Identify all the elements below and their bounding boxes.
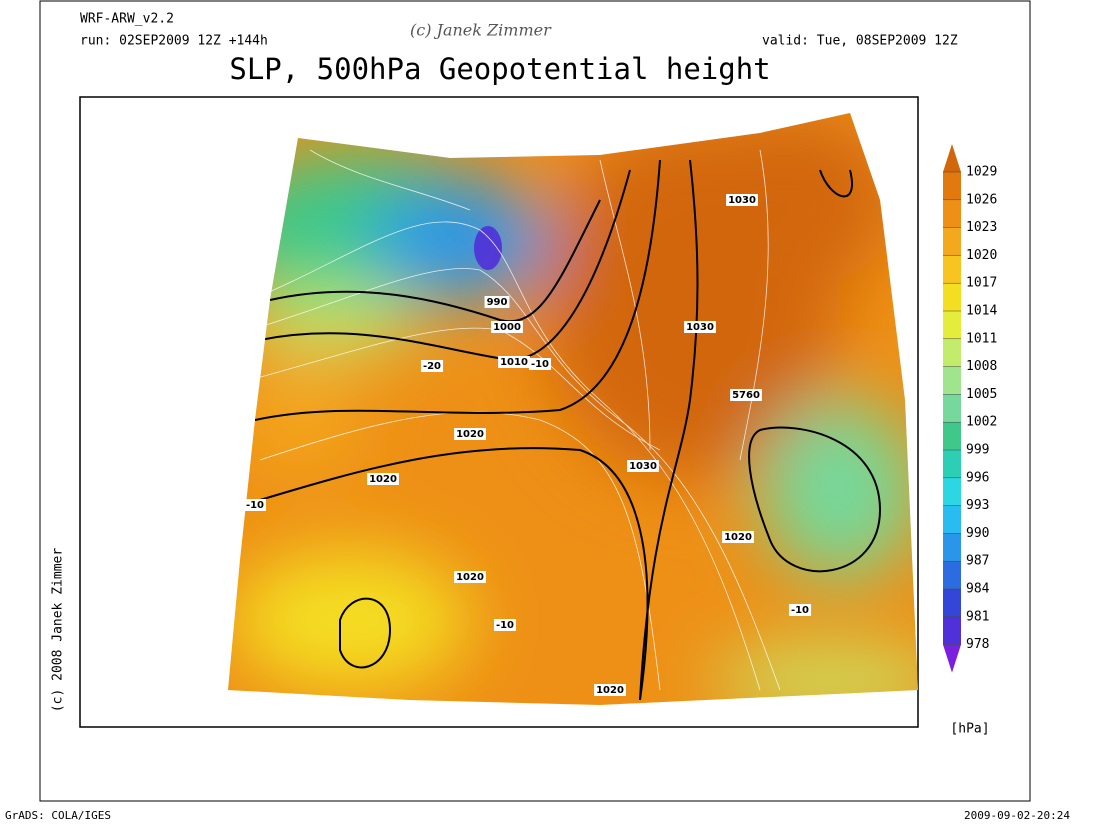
colorbar-label: 1023: [966, 220, 997, 235]
contour-label-bg: [594, 684, 626, 696]
contour-label-bg: [726, 194, 758, 206]
colorbar-swatch: [943, 283, 961, 311]
colorbar-label: 978: [966, 637, 989, 652]
colorbar-swatch: [943, 311, 961, 339]
contour-label-bg: [730, 389, 762, 401]
colorbar-label: 1002: [966, 415, 997, 430]
map-field: [228, 113, 918, 705]
contour-label-bg: [484, 296, 510, 308]
contour-label-bg: [722, 531, 754, 543]
model-label: WRF-ARW_v2.2: [80, 12, 174, 27]
contour-label: -10: [791, 605, 809, 616]
side-credit: (c) 2008 Janek Zimmer: [51, 548, 66, 713]
footer-right: 2009-09-02-20:24: [964, 809, 1070, 822]
colorbar-label: 1008: [966, 359, 997, 374]
colorbar-unit: [hPa]: [950, 722, 989, 737]
colorbar-label: 987: [966, 554, 989, 569]
colorbar-swatch: [943, 394, 961, 423]
contour-label-bg: [454, 571, 486, 583]
contour-label: -10: [496, 620, 514, 631]
contour-label: 1020: [369, 474, 397, 485]
contour-label: 5760: [732, 390, 760, 401]
colorbar-label: 1029: [966, 165, 997, 180]
colorbar-swatch: [943, 366, 961, 395]
page-frame: [39, 0, 1031, 802]
colorbar-label: 993: [966, 498, 989, 513]
contour-label-bg: [367, 473, 399, 485]
colorbar-arrow: [943, 644, 961, 673]
colorbar-swatch: [943, 589, 961, 617]
colorbar-label: 999: [966, 443, 989, 458]
colorbar-label: 1017: [966, 276, 997, 291]
colorbar-label: 1005: [966, 387, 997, 402]
colorbar-label: 996: [966, 470, 989, 485]
contour-label: 1000: [493, 322, 521, 333]
contour-label-bg: [684, 321, 716, 333]
colorbar-swatch: [943, 477, 961, 506]
colorbar-swatch: [943, 616, 961, 645]
colorbar-label: 1026: [966, 192, 997, 207]
colorbar-swatch: [943, 505, 961, 534]
run-label: run: 02SEP2009 12Z +144h: [80, 34, 268, 49]
contour-label: 1030: [686, 322, 714, 333]
contour-label: 990: [487, 297, 508, 308]
contour-label: 1030: [629, 461, 657, 472]
contour-label: -10: [246, 500, 264, 511]
colorbar-swatch: [943, 227, 961, 256]
contour-label: 1020: [456, 429, 484, 440]
colorbar-swatch: [943, 533, 961, 562]
contour-label-bg: [493, 619, 517, 631]
contour-label-bg: [491, 321, 523, 333]
contour-label: 1010: [500, 357, 528, 368]
contour-label: 1020: [596, 685, 624, 696]
colorbar-label: 1014: [966, 304, 997, 319]
field-shading: [228, 113, 918, 705]
low-center: [474, 226, 502, 270]
colorbar-swatch: [943, 172, 961, 200]
contour-label: 1020: [724, 532, 752, 543]
contour-label-bg: [788, 604, 812, 616]
colorbar-swatch: [943, 199, 961, 228]
colorbar-label: 1011: [966, 331, 997, 346]
contour-label-bg: [528, 358, 552, 370]
colorbar-swatch: [943, 422, 961, 450]
contour-label-bg: [420, 360, 444, 372]
contour-label: -20: [423, 361, 441, 372]
colorbar: 1029 1026 1023 1020 1017 1014 1011 1008 1005 1002…: [943, 144, 997, 673]
colorbar-swatch: [943, 561, 961, 589]
colorbar-label: 981: [966, 609, 989, 624]
contour-label: -10: [531, 359, 549, 370]
colorbar-label: 1020: [966, 248, 997, 263]
colorbar-swatch: [943, 450, 961, 478]
contour-label: 1030: [728, 195, 756, 206]
valid-label: valid: Tue, 08SEP2009 12Z: [762, 34, 958, 49]
colorbar-label: 990: [966, 526, 989, 541]
footer-left: GrADS: COLA/IGES: [5, 809, 111, 822]
contour-label-bg: [243, 499, 267, 511]
contour-label-bg: [454, 428, 486, 440]
contour-label-bg: [498, 356, 530, 368]
colorbar-swatch: [943, 255, 961, 284]
colorbar-arrow: [943, 144, 961, 172]
colorbar-swatch: [943, 338, 961, 367]
contour-label: 1020: [456, 572, 484, 583]
title: SLP, 500hPa Geopotential height: [229, 52, 770, 86]
credit: (c) Janek Zimmer: [410, 21, 552, 40]
colorbar-label: 984: [966, 582, 990, 597]
contour-label-bg: [627, 460, 659, 472]
